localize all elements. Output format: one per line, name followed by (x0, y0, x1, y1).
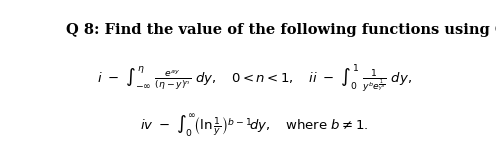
Text: $i\ -\ \int_{-\infty}^{\eta}\ \frac{e^{ay}}{(\eta-y)^{n}}\ dy,\quad 0<n<1,\quad : $i\ -\ \int_{-\infty}^{\eta}\ \frac{e^{a… (97, 62, 412, 95)
Text: Q 8: Find the value of the following functions using Gamma function technique.: Q 8: Find the value of the following fun… (66, 23, 496, 37)
Text: $iv\ -\ \int_0^{\infty}\!\left(\ln\frac{1}{y}\right)^{b-1}\!dy,\quad \mathrm{whe: $iv\ -\ \int_0^{\infty}\!\left(\ln\frac{… (140, 113, 369, 140)
